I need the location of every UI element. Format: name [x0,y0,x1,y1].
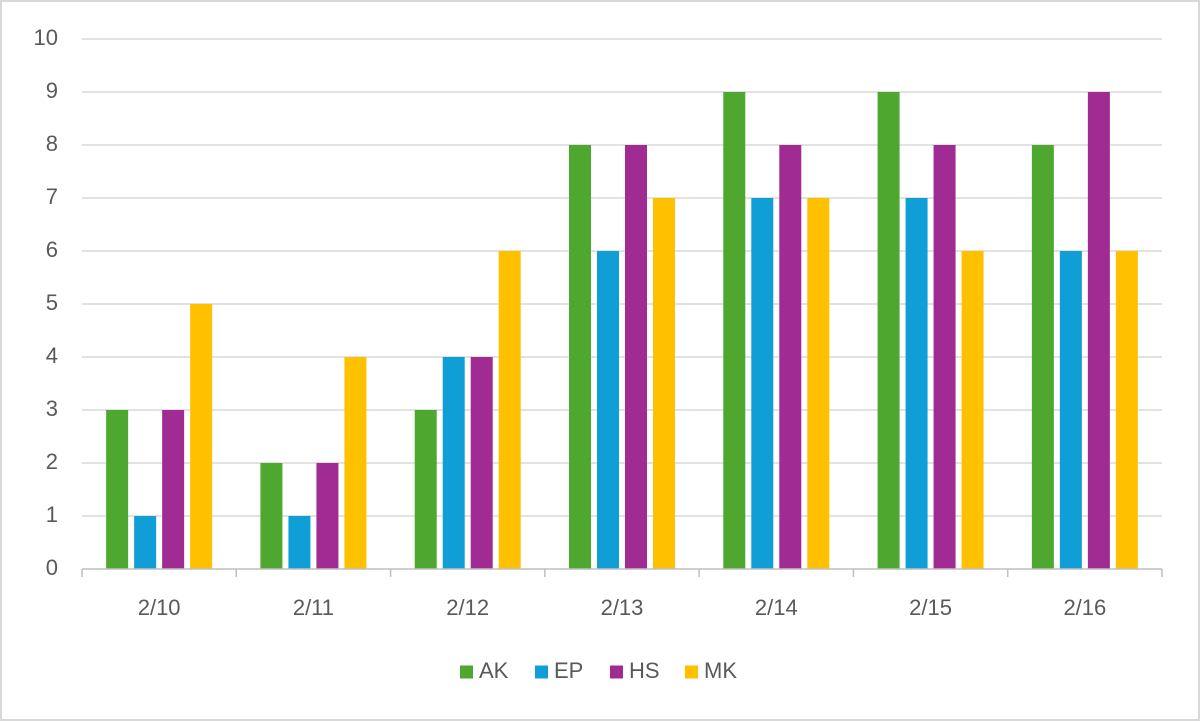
bar-ep-3 [597,251,619,569]
bar-ep-6 [1059,251,1082,569]
bar-mk-1 [344,357,367,569]
bar-hs-4 [779,145,802,569]
bar-ak-4 [723,92,746,569]
bar-ak-1 [260,463,283,569]
bar-hs-0 [162,410,185,569]
x-tick-label: 2/10 [138,595,181,620]
y-tick-label: 6 [46,237,58,262]
y-tick-label: 4 [46,343,58,368]
x-axis [81,568,1163,577]
bars [106,92,1138,569]
legend-swatch-mk [685,665,698,679]
x-tick-label: 2/13 [601,595,644,620]
y-tick-label: 2 [46,449,58,474]
bar-ep-0 [134,516,157,569]
y-axis-tick-labels: 0 1 2 3 4 5 6 7 8 9 10 [34,25,58,580]
bar-ep-1 [288,516,311,569]
legend-swatch-ep [535,665,548,679]
bar-hs-3 [625,145,647,569]
bar-hs-1 [316,463,339,569]
y-tick-label: 0 [46,555,58,580]
bar-ep-2 [442,357,465,569]
bar-mk-0 [190,304,213,569]
y-tick-label: 8 [46,131,58,156]
bar-mk-3 [653,198,675,569]
x-tick-label: 2/11 [293,595,334,620]
bar-ak-5 [877,92,900,569]
legend-label-ep: EP [554,658,583,683]
bar-hs-5 [933,145,956,569]
x-axis-tick-labels: 2/10 2/11 2/12 2/13 2/14 2/15 2/16 [138,595,1107,620]
bar-hs-2 [470,357,493,569]
bar-ak-6 [1031,145,1054,569]
legend: AK EP HS MK [460,658,737,683]
y-tick-label: 1 [46,502,58,527]
y-tick-label: 5 [46,290,58,315]
bar-ep-4 [751,198,774,569]
legend-swatch-ak [460,665,473,679]
legend-label-mk: MK [704,658,737,683]
bar-ep-5 [905,198,928,569]
y-tick-label: 3 [46,396,58,421]
x-tick-label: 2/14 [755,595,798,620]
bar-ak-3 [569,145,591,569]
x-tick-label: 2/16 [1063,595,1106,620]
bar-mk-2 [498,251,521,569]
legend-label-ak: AK [479,658,509,683]
legend-swatch-hs [610,665,623,679]
gridlines [82,38,1162,517]
bar-hs-6 [1087,92,1110,569]
y-tick-label: 9 [46,78,58,103]
y-tick-label: 10 [34,25,58,50]
bar-mk-5 [961,251,984,569]
bar-mk-4 [807,198,830,569]
x-tick-label: 2/15 [909,595,952,620]
y-tick-label: 7 [46,184,58,209]
bar-ak-2 [414,410,437,569]
legend-label-hs: HS [629,658,660,683]
bar-ak-0 [106,410,129,569]
x-tick-label: 2/12 [446,595,489,620]
bar-mk-6 [1115,251,1138,569]
